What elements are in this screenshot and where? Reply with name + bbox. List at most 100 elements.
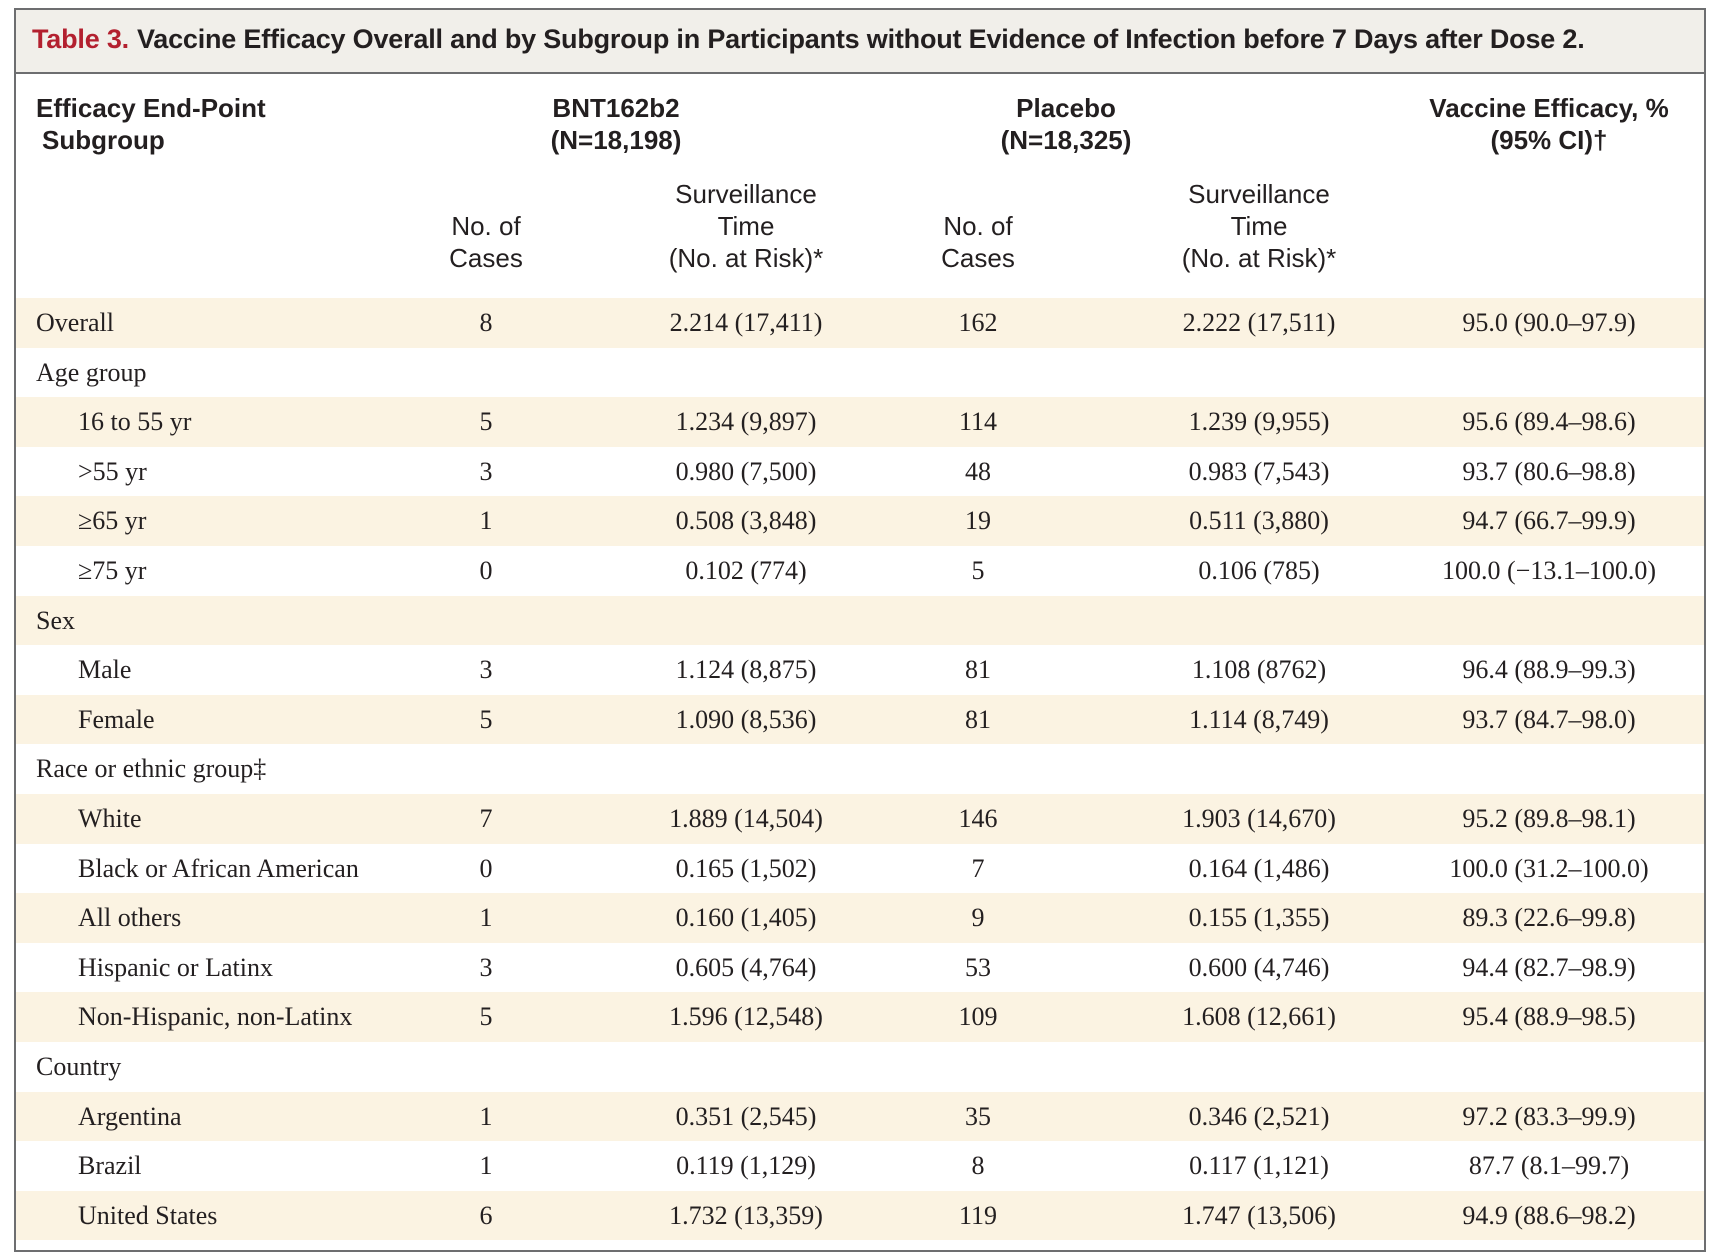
row-label: All others [78, 903, 182, 933]
vaccine-efficacy-cell: 100.0 (−13.1–100.0) [1442, 555, 1656, 585]
table-row: Brazil 1 0.119 (1,129) 8 0.117 (1,121) 87.7 (… [16, 1141, 1704, 1191]
vaccine-efficacy-cell: 95.2 (89.8–98.1) [1462, 803, 1636, 833]
placebo-surveillance-cell: 0.164 (1,486) [1188, 853, 1330, 883]
table-row: Age group [16, 348, 1704, 398]
placebo-cases-cell: 81 [965, 655, 991, 685]
placebo-cases-cell [928, 348, 1028, 398]
bnt-surveillance-cell: 0.102 (774) [685, 555, 807, 585]
bnt-cases-cell [436, 1042, 536, 1092]
subheader-surveillance-1-line2: Time [717, 211, 775, 241]
placebo-surveillance-cell: 0.346 (2,521) [1188, 1101, 1330, 1131]
table-row: Hispanic or Latinx 3 0.605 (4,764) 53 0.600 … [16, 943, 1704, 993]
table-caption: Vaccine Efficacy Overall and by Subgroup… [136, 24, 1585, 54]
placebo-cases-cell: 146 [958, 803, 998, 833]
bnt-cases-cell: 8 [479, 308, 493, 337]
header-endpoint-line1: Efficacy End-Point [36, 93, 266, 123]
vaccine-efficacy-cell: 100.0 (31.2–100.0) [1449, 853, 1649, 883]
subheader-cases-2: No. of Cases [928, 210, 1028, 274]
bnt-cases-cell: 3 [479, 952, 493, 982]
row-label: ≥75 yr [78, 555, 147, 585]
table-row: ≥75 yr 0 0.102 (774) 5 0.106 (785) 100.0 (−13… [16, 546, 1704, 596]
row-label: White [78, 803, 142, 833]
header-efficacy: Vaccine Efficacy, % (95% CI)† [1399, 92, 1699, 156]
table-row: >55 yr 3 0.980 (7,500) 48 0.983 (7,543) 93.7 … [16, 447, 1704, 497]
placebo-cases-cell [928, 596, 1028, 646]
row-label: ≥65 yr [78, 506, 147, 536]
table-row: Argentina 1 0.351 (2,545) 35 0.346 (2,521) 97… [16, 1091, 1704, 1142]
vaccine-efficacy-cell: 94.9 (88.6–98.2) [1462, 1200, 1636, 1230]
placebo-cases-cell: 162 [958, 308, 998, 337]
row-label: Non-Hispanic, non-Latinx [78, 1002, 353, 1032]
placebo-surveillance-cell: 0.983 (7,543) [1188, 456, 1330, 486]
row-label: Argentina [78, 1101, 182, 1131]
placebo-surveillance-cell [1129, 744, 1389, 794]
placebo-cases-cell: 109 [958, 1002, 998, 1032]
vaccine-efficacy-cell: 94.4 (82.7–98.9) [1462, 952, 1636, 982]
bnt-cases-cell: 6 [479, 1200, 493, 1230]
table-frame: Table 3. Vaccine Efficacy Overall and by … [14, 8, 1706, 1252]
table-row: White 7 1.889 (14,504) 146 1.903 (14,670) 95.… [16, 793, 1704, 844]
table-row: Black or African American 0 0.165 (1,502) 7… [16, 844, 1704, 894]
table-row: Male 3 1.124 (8,875) 81 1.108 (8762) 96.4 (88… [16, 645, 1704, 695]
bnt-cases-cell: 1 [479, 1101, 493, 1131]
bnt-cases-cell: 5 [479, 407, 493, 437]
subheader-cases-1-line1: No. of [451, 211, 521, 241]
bnt-cases-cell [436, 596, 536, 646]
bnt-cases-cell: 7 [479, 803, 493, 833]
bnt-surveillance-cell: 1.732 (13,359) [669, 1200, 823, 1230]
bnt-surveillance-cell: 0.351 (2,545) [675, 1101, 817, 1131]
bnt-surveillance-cell: 0.980 (7,500) [675, 456, 817, 486]
placebo-surveillance-cell: 1.239 (9,955) [1188, 407, 1330, 437]
placebo-surveillance-cell: 0.600 (4,746) [1188, 952, 1330, 982]
placebo-surveillance-cell: 1.108 (8762) [1191, 655, 1327, 685]
subheader-surveillance-1-line3: (No. at Risk)* [668, 243, 824, 273]
placebo-surveillance-cell [1129, 1042, 1389, 1092]
vaccine-efficacy-cell [1399, 348, 1699, 398]
bnt-cases-cell: 5 [479, 704, 493, 734]
subheader-cases-2-line2: Cases [941, 243, 1015, 273]
placebo-cases-cell: 48 [965, 456, 991, 486]
row-label: United States [78, 1200, 218, 1230]
subheader-surveillance-2-line3: (No. at Risk)* [1181, 243, 1337, 273]
vaccine-efficacy-cell: 97.2 (83.3–99.9) [1462, 1101, 1636, 1131]
placebo-cases-cell: 81 [965, 704, 991, 734]
placebo-cases-cell [928, 1042, 1028, 1092]
vaccine-efficacy-cell: 89.3 (22.6–99.8) [1462, 903, 1636, 933]
header-group2-n: (N=18,325) [1000, 125, 1132, 155]
placebo-cases-cell: 53 [965, 952, 991, 982]
subheader-surveillance-2-line2: Time [1230, 211, 1288, 241]
vaccine-efficacy-cell: 96.4 (88.9–99.3) [1462, 655, 1636, 685]
bnt-surveillance-cell: 1.596 (12,548) [669, 1002, 823, 1032]
table-body: Overall 8 2.214 (17,411) 162 2.222 (17,511) 9… [16, 298, 1704, 1241]
bnt-surveillance-cell: 2.214 (17,411) [669, 308, 823, 337]
row-label: Female [78, 704, 155, 734]
bnt-cases-cell [436, 744, 536, 794]
placebo-cases-cell: 7 [971, 853, 985, 883]
bnt-surveillance-cell [616, 1042, 876, 1092]
row-label: Male [78, 655, 132, 685]
table-row: ≥65 yr 1 0.508 (3,848) 19 0.511 (3,880) 94.7 … [16, 496, 1704, 546]
vaccine-efficacy-cell: 94.7 (66.7–99.9) [1462, 506, 1636, 536]
row-label: Race or ethnic group‡ [36, 754, 267, 784]
placebo-surveillance-cell: 1.114 (8,749) [1189, 704, 1329, 734]
header-group2-name: Placebo [1016, 93, 1116, 123]
bnt-surveillance-cell: 0.160 (1,405) [675, 903, 817, 933]
subheader-cases-2-line1: No. of [943, 211, 1013, 241]
bnt-surveillance-cell: 0.119 (1,129) [676, 1151, 816, 1181]
table-row: Female 5 1.090 (8,536) 81 1.114 (8,749) 93.7 … [16, 694, 1704, 745]
placebo-cases-cell: 19 [965, 506, 991, 536]
bnt-cases-cell: 0 [479, 853, 493, 883]
bnt-surveillance-cell: 1.124 (8,875) [675, 655, 817, 685]
placebo-cases-cell: 9 [971, 903, 985, 933]
row-label: Country [36, 1051, 122, 1081]
row-label: Black or African American [78, 853, 359, 883]
row-label: Sex [36, 605, 75, 635]
row-label: Age group [36, 357, 147, 387]
placebo-surveillance-cell: 2.222 (17,511) [1182, 308, 1336, 337]
placebo-cases-cell: 35 [965, 1101, 991, 1131]
placebo-surveillance-cell: 0.106 (785) [1198, 555, 1320, 585]
table-row: Country [16, 1042, 1704, 1092]
vaccine-efficacy-cell [1399, 1042, 1699, 1092]
bnt-surveillance-cell: 1.234 (9,897) [675, 407, 817, 437]
placebo-surveillance-cell: 1.608 (12,661) [1182, 1002, 1336, 1032]
